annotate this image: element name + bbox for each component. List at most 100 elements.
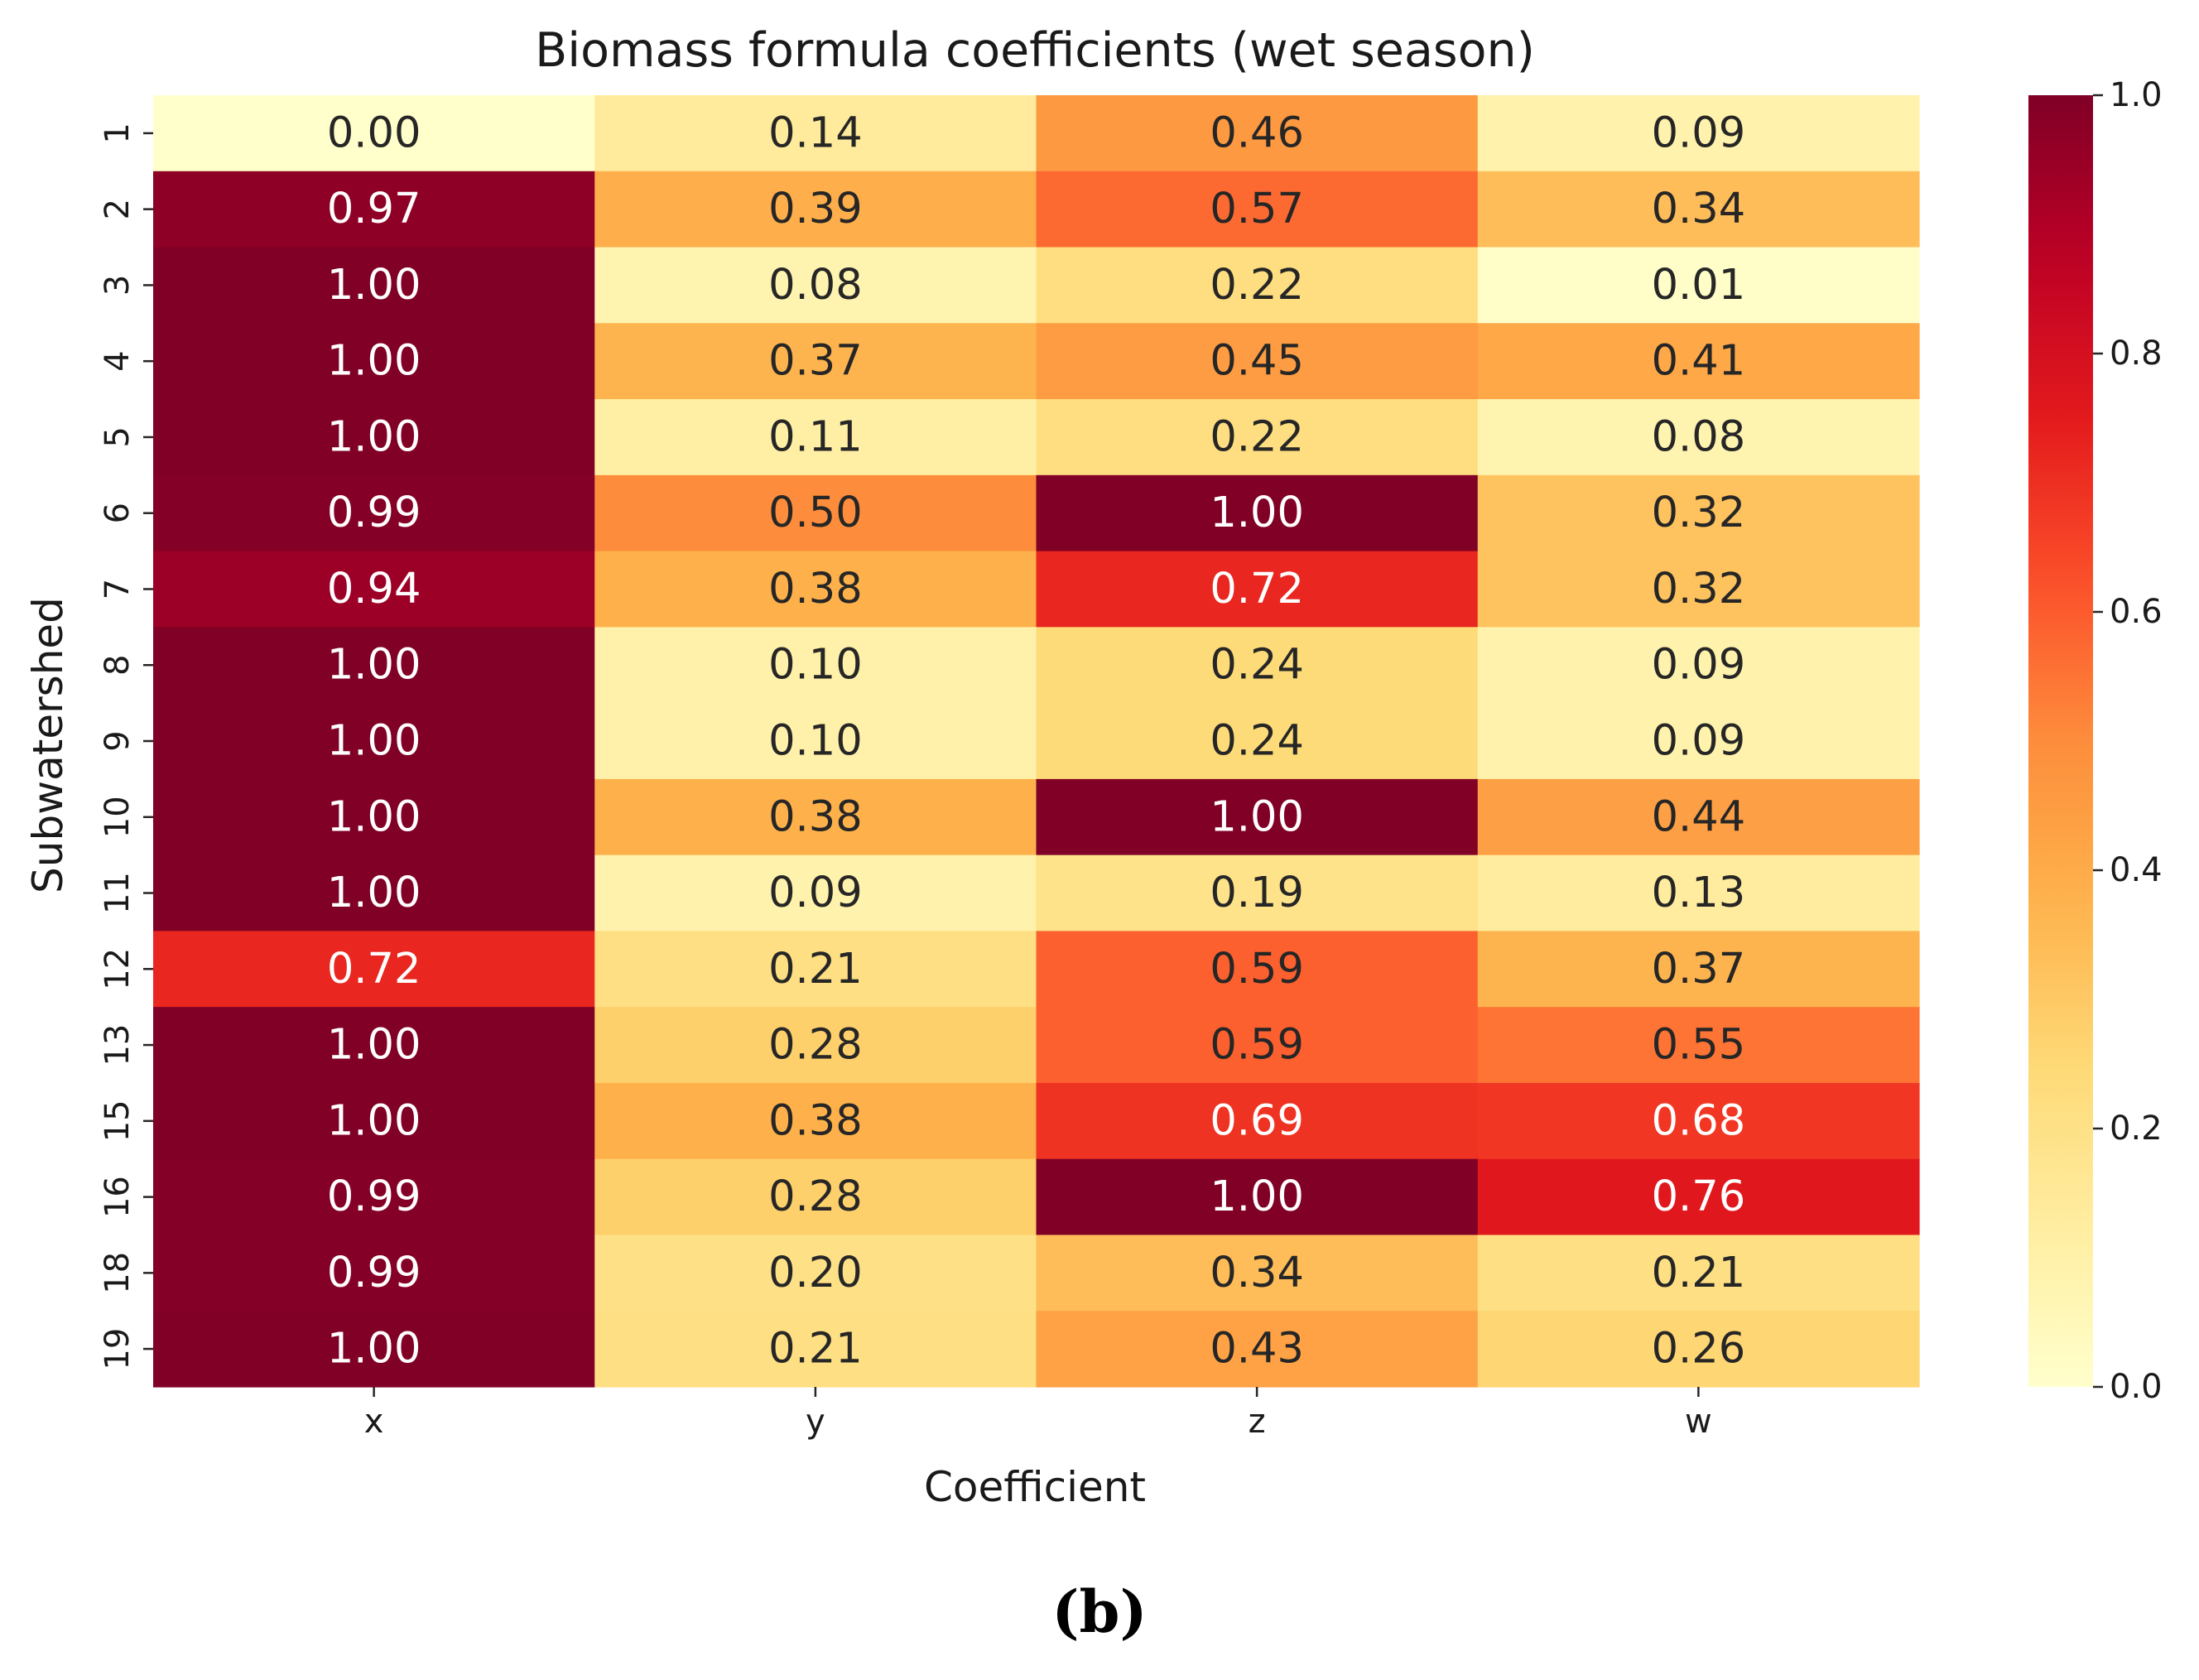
y-tick-label: 15 xyxy=(99,1100,137,1142)
heatmap-cell xyxy=(153,1158,595,1236)
heatmap-cell xyxy=(153,171,595,248)
heatmap-cell xyxy=(153,1235,595,1312)
heatmap-cell xyxy=(1036,474,1479,552)
cell-value-label: 0.38 xyxy=(768,792,863,841)
heatmap-cell xyxy=(1477,247,1920,324)
y-tick-label: 12 xyxy=(99,948,137,990)
heatmap-cell-labels: 0.00 0.14 0.46 0.09 0.97 0.39 0.57 0.34 1.00 0.08… xyxy=(327,108,1745,1373)
heatmap-cells xyxy=(153,95,1920,1388)
cell-value-label: 0.59 xyxy=(1210,945,1304,994)
heatmap-cell xyxy=(1036,323,1479,400)
cell-value-label: 0.09 xyxy=(1652,108,1746,157)
cell-value-label: 0.38 xyxy=(768,1096,863,1145)
cell-value-label: 0.21 xyxy=(768,1325,863,1374)
cell-value-label: 1.00 xyxy=(327,1021,421,1070)
heatmap-cell xyxy=(1477,778,1920,856)
y-tick-label: 16 xyxy=(99,1176,137,1218)
heatmap-cell xyxy=(153,323,595,400)
heatmap-cell xyxy=(594,1235,1037,1312)
cell-value-label: 0.44 xyxy=(1652,792,1746,841)
heatmap-cell xyxy=(1036,551,1479,628)
cell-value-label: 0.11 xyxy=(768,412,863,461)
cell-value-label: 0.24 xyxy=(1210,717,1304,766)
heatmap-cell xyxy=(153,778,595,856)
heatmap-cell xyxy=(1477,323,1920,400)
heatmap-cell xyxy=(1036,627,1479,704)
cell-value-label: 0.37 xyxy=(1652,945,1746,994)
heatmap-cell xyxy=(153,474,595,552)
cell-value-label: 0.46 xyxy=(1210,108,1304,157)
heatmap-cell xyxy=(1477,95,1920,172)
heatmap-cell xyxy=(594,703,1037,780)
colorbar-tick-label: 0.2 xyxy=(2110,1110,2163,1148)
y-tick-label: 11 xyxy=(99,872,137,914)
heatmap-cell xyxy=(1036,931,1479,1008)
heatmap-cell xyxy=(153,931,595,1008)
heatmap-cell xyxy=(1477,399,1920,476)
heatmap-cell xyxy=(594,95,1037,172)
cell-value-label: 0.69 xyxy=(1210,1096,1304,1145)
heatmap-cell xyxy=(153,627,595,704)
cell-value-label: 1.00 xyxy=(327,717,421,766)
cell-value-label: 1.00 xyxy=(327,261,421,310)
colorbar-gradient xyxy=(2028,95,2093,1387)
cell-value-label: 0.14 xyxy=(768,108,863,157)
cell-value-label: 0.94 xyxy=(327,565,421,614)
cell-value-label: 0.10 xyxy=(768,641,863,690)
y-tick-label: 9 xyxy=(99,730,137,751)
heatmap-cell xyxy=(594,247,1037,324)
cell-value-label: 0.37 xyxy=(768,337,863,386)
cell-value-label: 1.00 xyxy=(327,1325,421,1374)
heatmap-cell xyxy=(1036,247,1479,324)
cell-value-label: 0.10 xyxy=(768,717,863,766)
y-tick-label: 10 xyxy=(99,796,137,838)
heatmap-cell xyxy=(594,1158,1037,1236)
cell-value-label: 1.00 xyxy=(1210,489,1304,537)
colorbar-tick-label: 0.6 xyxy=(2110,593,2163,631)
heatmap-cell xyxy=(1036,1082,1479,1160)
cell-value-label: 0.24 xyxy=(1210,641,1304,690)
cell-value-label: 1.00 xyxy=(327,1096,421,1145)
cell-value-label: 0.43 xyxy=(1210,1325,1304,1374)
heatmap-cell xyxy=(594,778,1037,856)
cell-value-label: 0.09 xyxy=(1652,641,1746,690)
heatmap-cell xyxy=(594,1007,1037,1084)
heatmap-cell xyxy=(1036,1235,1479,1312)
colorbar-tick-label: 0.8 xyxy=(2110,335,2163,373)
heatmap-cell xyxy=(153,1082,595,1160)
y-axis-label: Subwatershed xyxy=(24,597,72,893)
x-tick-label: y xyxy=(806,1403,825,1441)
heatmap-cell xyxy=(1477,1311,1920,1388)
y-tick-label: 13 xyxy=(99,1024,137,1066)
heatmap-cell xyxy=(1036,1158,1479,1236)
cell-value-label: 0.99 xyxy=(327,489,421,537)
cell-value-label: 0.32 xyxy=(1652,565,1746,614)
cell-value-label: 0.19 xyxy=(1210,869,1304,917)
cell-value-label: 1.00 xyxy=(327,869,421,917)
cell-value-label: 0.28 xyxy=(768,1021,863,1070)
cell-value-label: 1.00 xyxy=(327,337,421,386)
x-axis-label: Coefficient xyxy=(924,1463,1146,1511)
y-tick-label: 19 xyxy=(99,1328,137,1370)
heatmap-cell xyxy=(153,399,595,476)
heatmap-cell xyxy=(1477,474,1920,552)
cell-value-label: 0.08 xyxy=(768,261,863,310)
heatmap-cell xyxy=(1477,703,1920,780)
heatmap-cell xyxy=(1036,703,1479,780)
cell-value-label: 0.09 xyxy=(768,869,863,917)
heatmap-cell xyxy=(1477,627,1920,704)
heatmap-cell xyxy=(594,854,1037,932)
cell-value-label: 1.00 xyxy=(1210,792,1304,841)
cell-value-label: 0.99 xyxy=(327,1172,421,1221)
colorbar-tick-label: 0.4 xyxy=(2110,851,2163,889)
cell-value-label: 0.41 xyxy=(1652,337,1746,386)
heatmap-cell xyxy=(594,1082,1037,1160)
cell-value-label: 0.13 xyxy=(1652,869,1746,917)
cell-value-label: 1.00 xyxy=(327,792,421,841)
heatmap-cell xyxy=(1036,95,1479,172)
heatmap-cell xyxy=(153,95,595,172)
heatmap-cell xyxy=(1477,1082,1920,1160)
heatmap-cell xyxy=(1477,551,1920,628)
